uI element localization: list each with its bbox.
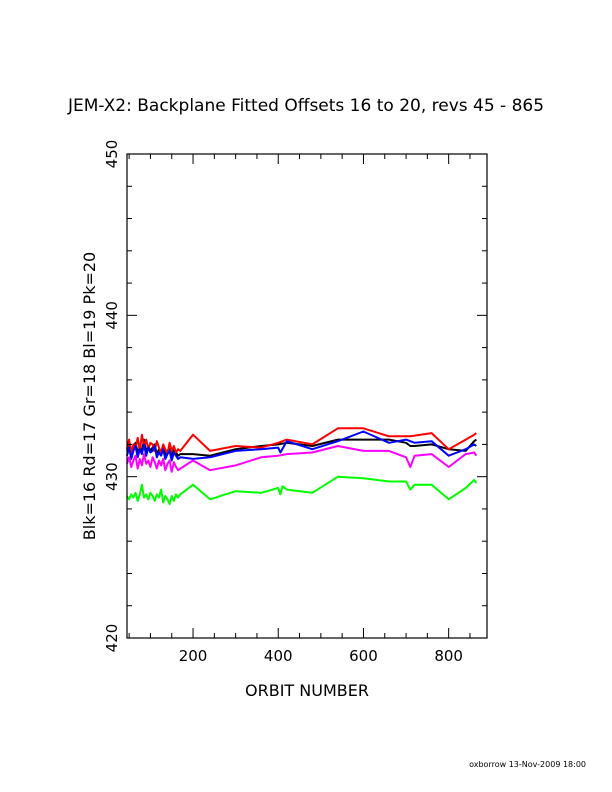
footer-credit: oxborrow 13-Nov-2009 18:00 xyxy=(469,760,586,769)
x-tick-label: 400 xyxy=(264,647,293,665)
chart-title: JEM-X2: Backplane Fitted Offsets 16 to 2… xyxy=(67,96,545,116)
series-line-3 xyxy=(126,430,477,462)
x-tick-label: 800 xyxy=(434,647,463,665)
series-line-2 xyxy=(126,475,478,506)
series-line-1 xyxy=(126,427,477,456)
x-axis-label: ORBIT NUMBER xyxy=(245,681,369,700)
tick-layer: 200 400 600 800 420 430 440 450 xyxy=(103,140,487,665)
y-tick-label: 420 xyxy=(103,624,121,653)
y-tick-label: 430 xyxy=(103,462,121,491)
y-axis-label: Blk=16 Rd=17 Gr=18 Bl=19 Pk=20 xyxy=(80,252,99,540)
plot-frame xyxy=(126,153,488,639)
series-line-4 xyxy=(126,445,478,473)
series-layer xyxy=(126,427,478,506)
x-tick-label: 600 xyxy=(349,647,378,665)
x-tick-label: 200 xyxy=(179,647,208,665)
y-tick-label: 450 xyxy=(103,140,121,169)
y-tick-label: 440 xyxy=(103,301,121,330)
